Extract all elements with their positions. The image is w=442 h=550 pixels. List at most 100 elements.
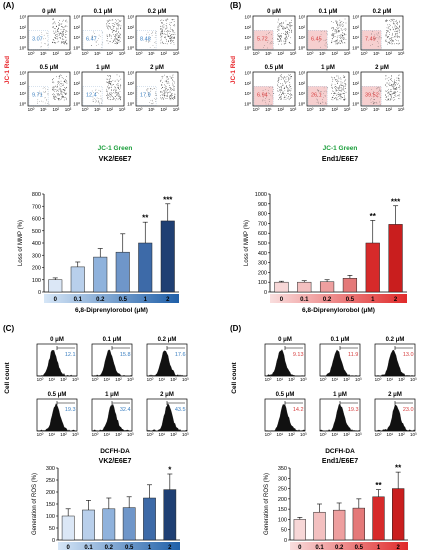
y-tick-label: 250 bbox=[278, 487, 287, 493]
flow-tick-label: 10³ bbox=[344, 107, 351, 112]
event-dot bbox=[170, 34, 171, 36]
event-dot bbox=[341, 89, 343, 91]
event-dot bbox=[170, 94, 172, 96]
event-dot bbox=[57, 80, 59, 82]
event-dot bbox=[387, 30, 389, 32]
x-tick-label: 2 bbox=[394, 297, 398, 303]
event-dot bbox=[288, 75, 290, 76]
event-dot bbox=[60, 86, 62, 87]
flow-tick-label: 10² bbox=[277, 107, 284, 112]
event-dot bbox=[98, 89, 100, 91]
event-dot bbox=[61, 93, 62, 95]
event-dot bbox=[163, 89, 165, 91]
event-dot bbox=[116, 27, 117, 29]
event-dot bbox=[281, 36, 282, 38]
flow-tick-label: 10¹ bbox=[94, 107, 101, 112]
event-dot bbox=[171, 94, 172, 96]
event-dot bbox=[166, 34, 168, 35]
event-dot bbox=[150, 88, 152, 90]
event-dot bbox=[389, 28, 391, 30]
event-dot bbox=[146, 33, 147, 35]
flow-tick-label: 10² bbox=[298, 25, 305, 30]
event-dot bbox=[393, 18, 394, 20]
event-dot bbox=[290, 27, 291, 29]
event-dot bbox=[337, 43, 339, 45]
event-dot bbox=[148, 91, 149, 93]
histogram-curve bbox=[264, 349, 305, 377]
event-dot bbox=[56, 89, 58, 91]
event-dot bbox=[338, 30, 339, 31]
flow-tick-label: 10¹ bbox=[73, 35, 80, 40]
event-dot bbox=[281, 24, 283, 26]
event-dot bbox=[285, 28, 287, 29]
event-dot bbox=[64, 91, 66, 93]
event-dot bbox=[165, 43, 166, 45]
event-dot bbox=[335, 86, 337, 87]
event-dot bbox=[63, 99, 65, 101]
event-dot bbox=[172, 82, 173, 84]
event-dot bbox=[342, 42, 344, 44]
event-dot bbox=[66, 86, 68, 88]
event-dot bbox=[398, 80, 400, 82]
event-dot bbox=[390, 90, 392, 92]
event-dot bbox=[109, 93, 111, 94]
event-dot bbox=[161, 29, 162, 31]
event-dot bbox=[386, 27, 388, 29]
event-dot bbox=[284, 93, 286, 94]
event-dot bbox=[392, 43, 394, 44]
event-dot bbox=[265, 103, 267, 105]
event-dot bbox=[58, 93, 59, 94]
event-dot bbox=[279, 91, 281, 93]
event-dot bbox=[113, 89, 115, 91]
flow-tick-label: 10⁰ bbox=[361, 51, 368, 56]
bar bbox=[48, 279, 63, 293]
event-dot bbox=[109, 34, 110, 36]
event-dot bbox=[165, 88, 167, 89]
event-dot bbox=[322, 101, 324, 103]
event-dot bbox=[279, 97, 281, 99]
chart-title: VK2/E6E7 bbox=[99, 458, 132, 465]
event-dot bbox=[116, 38, 118, 39]
event-dot bbox=[388, 42, 390, 44]
event-dot bbox=[115, 40, 116, 42]
event-dot bbox=[107, 96, 108, 98]
event-dot bbox=[161, 26, 163, 27]
event-dot bbox=[396, 33, 398, 34]
event-dot bbox=[163, 90, 164, 92]
event-dot bbox=[64, 97, 65, 99]
event-dot bbox=[107, 87, 109, 88]
event-dot bbox=[58, 28, 59, 30]
event-dot bbox=[169, 39, 171, 41]
event-dot bbox=[336, 40, 338, 42]
event-dot bbox=[110, 19, 112, 21]
event-dot bbox=[162, 20, 164, 21]
event-dot bbox=[111, 89, 112, 91]
event-dot bbox=[119, 37, 121, 39]
event-dot bbox=[395, 19, 397, 21]
event-dot bbox=[290, 88, 292, 89]
event-dot bbox=[336, 27, 338, 29]
event-dot bbox=[167, 92, 169, 93]
event-dot bbox=[272, 47, 274, 49]
event-dot bbox=[337, 24, 339, 25]
event-dot bbox=[269, 87, 270, 88]
event-dot bbox=[280, 95, 282, 97]
event-dot bbox=[116, 34, 118, 35]
event-dot bbox=[272, 91, 274, 93]
event-dot bbox=[174, 25, 176, 27]
event-dot bbox=[279, 37, 280, 39]
flow-plot-frame bbox=[27, 71, 71, 107]
event-dot bbox=[391, 98, 393, 100]
event-dot bbox=[106, 93, 108, 95]
flow-tick-label: 10¹ bbox=[104, 432, 111, 437]
event-dot bbox=[107, 84, 109, 86]
event-dot bbox=[54, 96, 55, 98]
event-dot bbox=[323, 39, 325, 41]
event-dot bbox=[344, 18, 346, 20]
event-dot bbox=[390, 99, 391, 100]
flow-tick-label: 10¹ bbox=[332, 377, 339, 382]
event-dot bbox=[379, 103, 381, 105]
event-dot bbox=[60, 38, 62, 39]
